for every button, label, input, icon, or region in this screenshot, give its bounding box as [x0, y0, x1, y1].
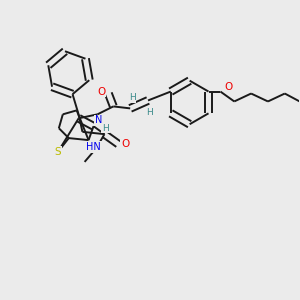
- Text: H: H: [102, 124, 109, 133]
- Text: O: O: [224, 82, 232, 92]
- Text: S: S: [55, 147, 61, 157]
- Text: H: H: [129, 93, 136, 102]
- Text: O: O: [121, 139, 129, 149]
- Text: H: H: [147, 108, 153, 117]
- Text: O: O: [97, 86, 106, 97]
- Text: N: N: [95, 115, 102, 125]
- Text: HN: HN: [86, 142, 101, 152]
